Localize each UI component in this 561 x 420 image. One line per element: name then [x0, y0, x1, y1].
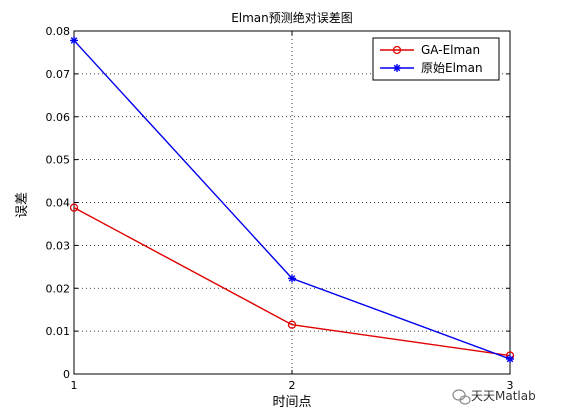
grid-lines	[74, 31, 510, 374]
plot-frame	[73, 30, 511, 375]
y-tick-label: 0.08	[46, 25, 71, 38]
y-tick-label: 0.02	[46, 282, 71, 295]
plot-area: 0 0.01 0.02 0.03 0.04 0.05 0.06 0.07 0.08 1 2 3	[46, 25, 515, 392]
data-point-series-2	[506, 354, 514, 363]
chart-title: Elman预测绝对误差图	[231, 10, 353, 25]
legend-label: 原始Elman	[421, 61, 483, 75]
y-tick-label: 0.03	[46, 239, 71, 252]
watermark: 天天Matlab	[452, 389, 536, 405]
y-tick-label: 0.07	[46, 68, 71, 81]
legend-swatch-marker	[393, 64, 401, 72]
series-line-1	[73, 207, 511, 357]
y-tick-label: 0	[63, 368, 70, 381]
x-tick-label: 1	[71, 379, 78, 392]
data-point-series-1	[69, 203, 79, 212]
data-point-series-2	[288, 274, 296, 283]
data-point-series-1	[287, 320, 297, 329]
x-tick-label: 2	[289, 379, 296, 392]
watermark-text: 天天Matlab	[471, 389, 536, 403]
wechat-logo-icon	[452, 389, 471, 405]
legend-box	[372, 37, 500, 81]
legend: GA-Elman 原始Elman	[372, 37, 500, 81]
y-tick-label: 0.04	[46, 197, 71, 210]
legend-label: GA-Elman	[421, 43, 480, 57]
legend-items: GA-Elman 原始Elman	[380, 43, 483, 75]
axis-ticks: 0 0.01 0.02 0.03 0.04 0.05 0.06 0.07 0.08 1 2 3	[46, 25, 514, 392]
x-axis-title: 时间点	[272, 395, 311, 410]
legend-swatch-marker	[392, 45, 402, 55]
x-tick-label: 3	[507, 379, 514, 392]
y-tick-label: 0.01	[46, 325, 71, 338]
data-point-series-2	[70, 36, 78, 45]
y-tick-label: 0.06	[46, 111, 71, 124]
y-axis-title: 误差	[15, 192, 30, 218]
series-layer	[69, 36, 515, 363]
y-tick-label: 0.05	[46, 154, 71, 167]
